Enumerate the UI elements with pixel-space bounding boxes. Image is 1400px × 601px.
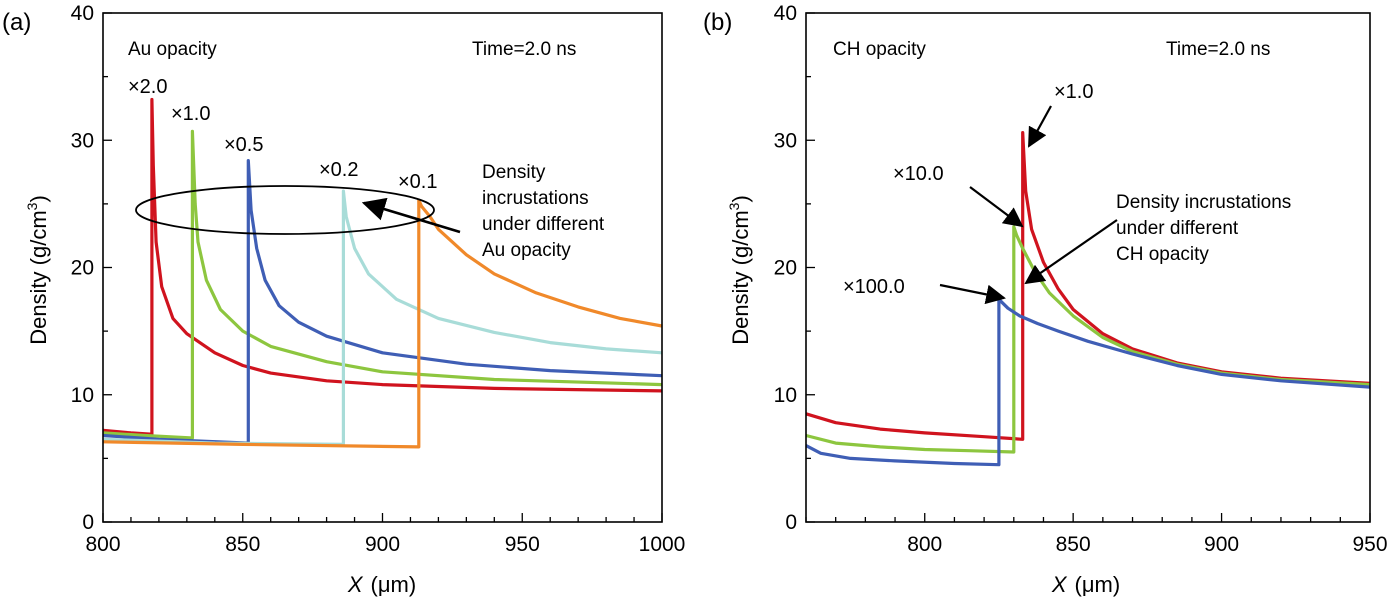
panel-a-series-line-2 [102, 159, 663, 445]
panel-a-mult-01: ×0.1 [398, 171, 437, 193]
panel-a-y-tick-label: 0 [82, 511, 94, 534]
panel-a-x-tick-label: 900 [365, 533, 400, 556]
panel-b-x-tick-label: 800 [907, 533, 942, 556]
panel-b-ticks: 800 850 900 950 0 10 20 30 40 [774, 2, 1388, 556]
panel-b-y-tick-label: 40 [774, 2, 797, 25]
panel-b-xlabel: X (μm) [1051, 572, 1120, 597]
panel-b-mult-100: ×100.0 [843, 276, 905, 298]
panel-b-series-line-1 [805, 225, 1371, 454]
panel-b-x-tick-label: 950 [1352, 533, 1387, 556]
panel-b-x-tick-label: 900 [1204, 533, 1239, 556]
panel-a-mult-1: ×1.0 [171, 103, 210, 125]
panel-b-series-line-2 [805, 297, 1371, 467]
panel-a-y-tick-label: 10 [71, 384, 94, 407]
panel-a-callout-line-2: incrustations [482, 188, 589, 209]
panel-a-series-line-0 [102, 97, 663, 436]
panel-a-mult-2: ×2.0 [128, 76, 167, 98]
panel-a-callout-line-1: Density [482, 162, 546, 183]
panel-b-callout-arrow [1024, 219, 1118, 285]
panel-b-callout-line-1: Density incrustations [1116, 192, 1291, 213]
panel-b-y-tick-label: 30 [774, 129, 797, 152]
panel-b-arrow-10 [969, 186, 1024, 228]
panel-a-callout-line-4: Au opacity [482, 240, 571, 261]
panel-a-y-tick-label: 40 [71, 2, 94, 25]
panel-b-y-tick-label: 20 [774, 257, 797, 280]
panel-a-plot-frame [102, 12, 663, 523]
panel-a-mult-05: ×0.5 [224, 134, 263, 156]
panel-a-x-tick-label: 950 [505, 533, 540, 556]
panel-a: (a) Au opacity Time=2.0 ns Density (g/cm… [2, 2, 685, 597]
svg-text:Density (g/cm3): Density (g/cm3) [24, 195, 51, 345]
panel-a-ticks: 800 850 900 950 1000 0 10 20 30 40 [71, 2, 686, 556]
panel-a-series [102, 97, 663, 449]
panel-a-time-label: Time=2.0 ns [472, 39, 576, 60]
panel-b-letter: (b) [703, 9, 732, 36]
panel-b-mult-10: ×10.0 [893, 163, 944, 185]
panel-b-mult-1: ×1.0 [1054, 81, 1093, 103]
panel-b-time-label: Time=2.0 ns [1166, 39, 1270, 60]
panel-b-title: CH opacity [833, 39, 926, 60]
panel-b-arrow-1 [1028, 105, 1052, 148]
panel-b-x-tick-label: 850 [1056, 533, 1091, 556]
panel-a-highlight-ellipse [135, 185, 435, 235]
panel-a-xlabel: X (μm) [347, 572, 416, 597]
panel-a-x-tick-label: 800 [85, 533, 120, 556]
panel-b-y-tick-label: 10 [774, 384, 797, 407]
panel-b-ylabel: Density (g/cm3) [726, 195, 753, 345]
panel-a-series-line-4 [102, 198, 663, 449]
panel-b-callout-line-3: CH opacity [1116, 244, 1209, 265]
panel-b-y-tick-label: 0 [785, 511, 797, 534]
panel-a-callout-line-3: under different [482, 214, 605, 235]
panel-a-y-tick-label: 30 [71, 129, 94, 152]
panel-a-letter: (a) [2, 9, 31, 36]
panel-a-callout-arrow [361, 197, 461, 234]
panel-a-x-tick-label: 1000 [639, 533, 686, 556]
svg-text:Density (g/cm3): Density (g/cm3) [726, 195, 753, 345]
panel-a-x-tick-label: 850 [225, 533, 260, 556]
panel-b-series [805, 131, 1371, 467]
panel-a-mult-02: ×0.2 [319, 159, 358, 181]
panel-a-y-tick-label: 20 [71, 257, 94, 280]
panel-b-callout-line-2: under different [1116, 218, 1239, 239]
panel-b-arrow-100 [939, 283, 1006, 305]
panel-a-title: Au opacity [128, 39, 217, 60]
panel-b: (b) CH opacity Time=2.0 ns Density (g/cm… [703, 2, 1388, 597]
panel-b-plot-frame [805, 12, 1371, 523]
panel-a-ylabel: Density (g/cm3) [24, 195, 51, 345]
panel-a-series-line-1 [102, 129, 663, 440]
